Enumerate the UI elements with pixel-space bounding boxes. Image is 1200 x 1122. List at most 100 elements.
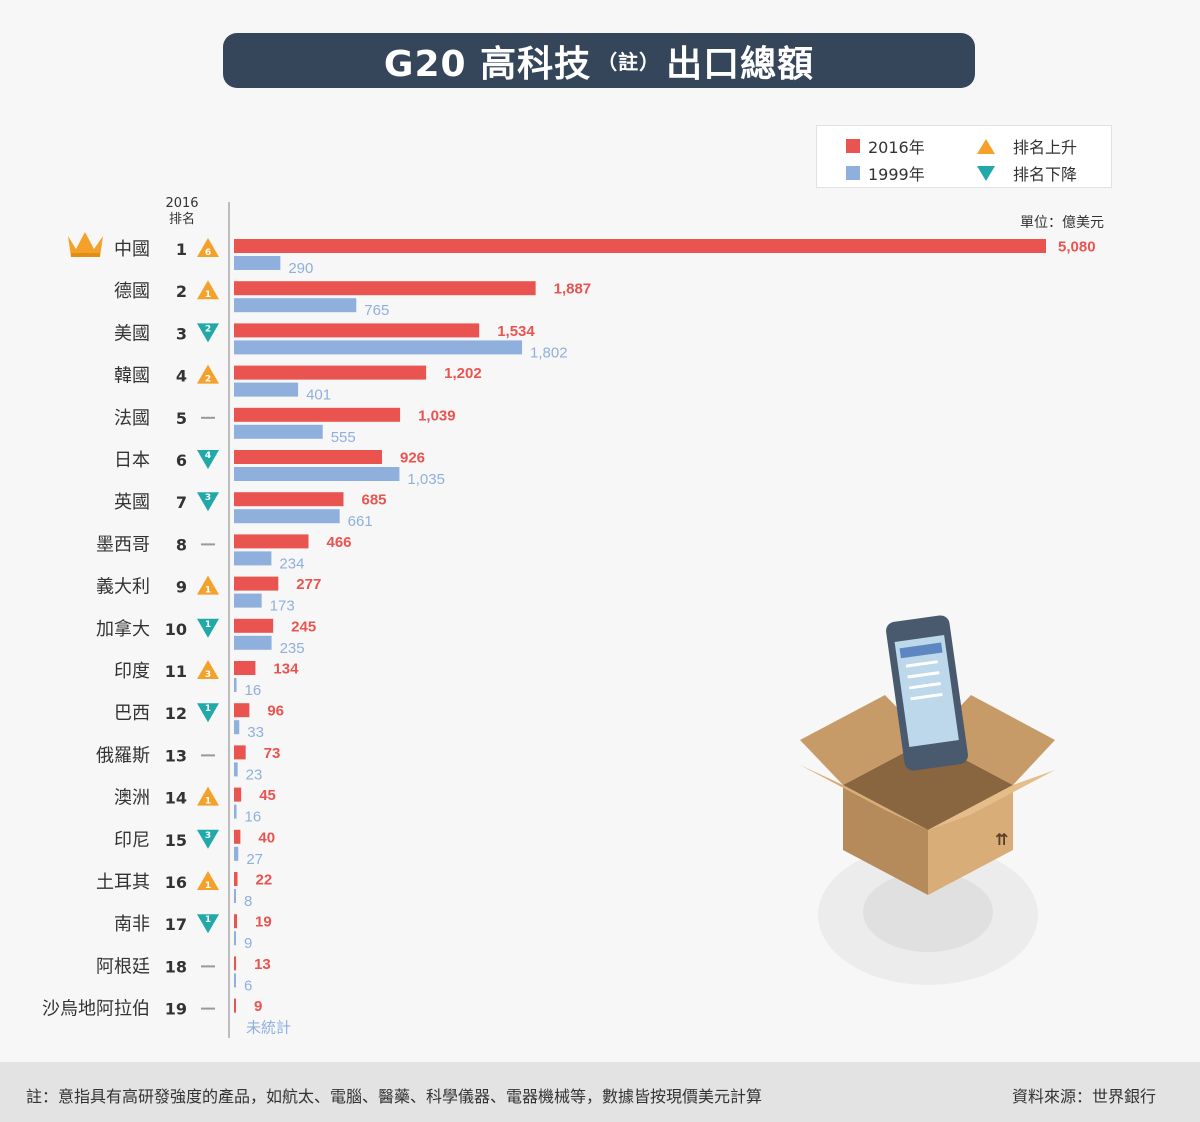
legend-label-2016: 2016年 [868,138,925,157]
country-name: 墨西哥 [96,534,150,555]
bar-2016 [234,703,250,718]
bar-2016 [234,661,256,675]
rank-number: 7 [176,493,187,512]
phone-screen-icon [894,635,959,747]
rank-up-icon [197,575,219,595]
bar-1999 [234,424,323,439]
rank-change-count: 1 [205,881,211,891]
data-label-2016: 926 [400,450,425,467]
bar-1999 [234,720,240,735]
country-name: 美國 [114,323,150,344]
data-label-2016: 1,202 [444,365,482,382]
bar-2016 [234,450,383,464]
rank-up-icon [197,280,219,300]
bar-2016 [234,745,246,760]
data-label-1999: 661 [348,513,373,530]
country-name: 印尼 [114,830,150,851]
rank-number: 3 [176,324,187,343]
rank-up-icon [197,871,219,890]
rank-number: 18 [165,957,187,976]
rank-header-year: 2016 [165,196,199,211]
rank-number: 10 [165,620,187,639]
bar-2016 [234,281,536,296]
rank-number: 6 [176,451,187,470]
country-name: 印度 [114,661,150,682]
footer-note: 註：意指具有高研發強度的產品，如航太、電腦、醫藥、科學儀器、電器機械等，數據皆按… [26,1087,763,1106]
rank-change-count: 1 [205,620,211,630]
data-label-1999: 6 [244,977,252,994]
rank-down-icon [197,323,219,343]
title-main: G20 高科技 [383,43,592,85]
legend-item-rank-down: 排名下降 [977,161,1077,185]
rank-change-count: 3 [205,831,211,841]
bar-2016 [234,914,238,929]
legend-swatch-1999 [846,166,860,180]
data-label-2016: 22 [256,872,273,889]
rank-number: 11 [165,662,187,681]
legend-label-rank-down: 排名下降 [1013,165,1078,184]
rank-number: 12 [165,704,187,723]
bar-2016 [234,998,236,1013]
data-label-1999: 1,802 [530,344,568,361]
data-label-1999: 33 [247,724,264,741]
bar-1999 [234,889,236,903]
data-label-1999: 16 [245,809,262,826]
data-label-2016: 13 [254,956,271,973]
data-label-1999: 173 [270,598,295,615]
bar-2016 [234,492,344,507]
title-banner: G20 高科技 （註） 出口總額 [223,33,975,88]
crown-band-icon [71,253,100,257]
country-name: 中國 [114,239,150,260]
country-name: 俄羅斯 [96,745,150,766]
this-side-up-icon: ⇈ [995,830,1008,849]
data-label-2016: 245 [291,618,316,635]
rank-number: 13 [165,746,187,765]
data-label-1999: 235 [280,640,305,657]
rank-change-count: 2 [205,324,211,334]
rank-change-count: 1 [205,704,211,714]
footer-source: 資料來源：世界銀行 [1011,1087,1156,1106]
box-left-face-icon [843,785,928,895]
bar-1999 [234,678,237,692]
country-name: 德國 [114,281,150,302]
rank-change-count: 1 [205,586,211,596]
rank-number: 19 [165,1000,187,1019]
legend-item-rank-up: 排名上升 [977,134,1077,158]
rank-up-icon [197,786,219,806]
data-label-2016: 9 [254,998,262,1015]
rank-number: 5 [176,409,187,428]
rank-number: 16 [165,873,187,892]
data-label-1999: 9 [244,935,252,952]
data-label-1999: 555 [331,429,356,446]
rank-change-count: 6 [205,248,211,258]
bar-2016 [234,787,242,802]
data-label-2016: 685 [361,492,386,509]
data-label-2016: 19 [255,914,272,931]
rank-up-icon [197,364,219,384]
legend-item-2016: 2016年 [846,134,925,158]
bar-1999 [234,973,236,988]
data-label-1999: 27 [246,851,263,868]
bar-2016 [234,323,480,338]
country-name: 巴西 [114,703,150,724]
bar-1999 [234,256,281,270]
data-label-2016: 45 [259,787,276,804]
data-label-1999: 234 [279,555,304,572]
rank-number: 9 [176,578,187,597]
country-name: 阿根廷 [96,956,150,977]
data-label-1999: 401 [306,387,331,404]
data-label-2016: 134 [273,661,299,678]
bar-1999 [234,382,299,397]
bar-1999 [234,931,236,946]
bar-1999 [234,635,272,650]
rank-number: 17 [165,915,187,934]
rank-up-icon [977,138,995,154]
data-label-1999: 1,035 [407,471,445,488]
shadow-inner [863,872,993,952]
bar-1999 [234,762,238,777]
footer: 註：意指具有高研發強度的產品，如航太、電腦、醫藥、科學儀器、電器機械等，數據皆按… [0,1062,1200,1122]
rank-down-icon [197,914,219,934]
bar-2016 [234,618,274,633]
rank-up-icon [197,238,219,257]
bar-2016 [234,576,279,591]
